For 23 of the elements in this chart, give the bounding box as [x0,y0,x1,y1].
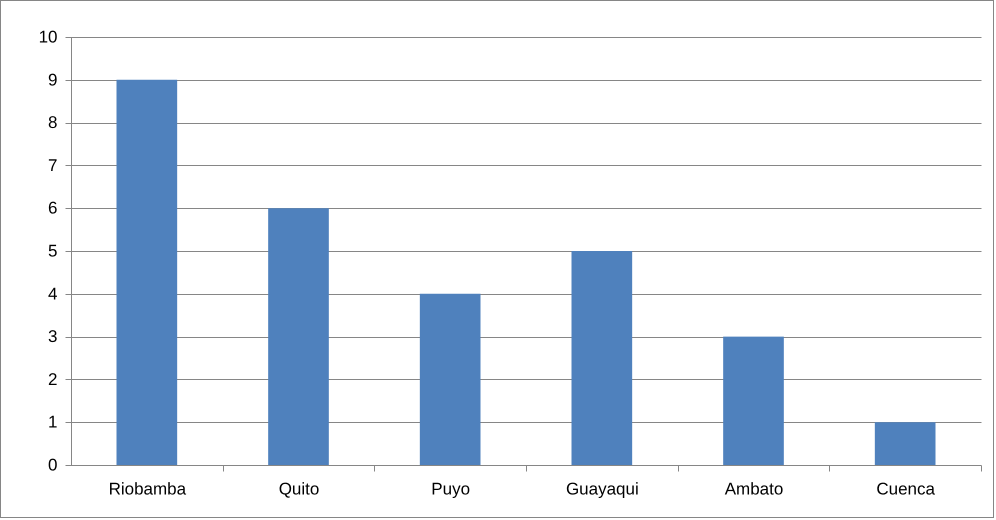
bar [268,208,329,465]
y-tick-label: 4 [48,284,58,304]
y-tick-label: 6 [48,198,58,218]
x-tick-label: Quito [278,480,320,498]
x-tick-label: Guayaqui [566,480,639,498]
y-tick-label: 9 [48,70,58,90]
bar [723,336,784,465]
y-tick-label: 1 [48,412,58,432]
y-tick-label: 3 [48,327,58,346]
x-tick-label: Puyo [431,480,470,498]
x-tick-label: Ambato [724,480,784,498]
bar [572,251,632,465]
bar [874,422,936,465]
y-tick-label: 7 [48,156,58,175]
bar [420,294,480,465]
x-tick-label: Riobamba [108,480,187,498]
y-tick-label: 10 [38,28,58,46]
y-tick-label: 2 [48,370,58,389]
y-tick-label: 5 [48,242,58,260]
y-tick-label: 8 [48,113,58,132]
y-tick-label: 0 [48,456,58,474]
bar [116,80,178,465]
x-tick-label: Cuenca [876,480,936,498]
